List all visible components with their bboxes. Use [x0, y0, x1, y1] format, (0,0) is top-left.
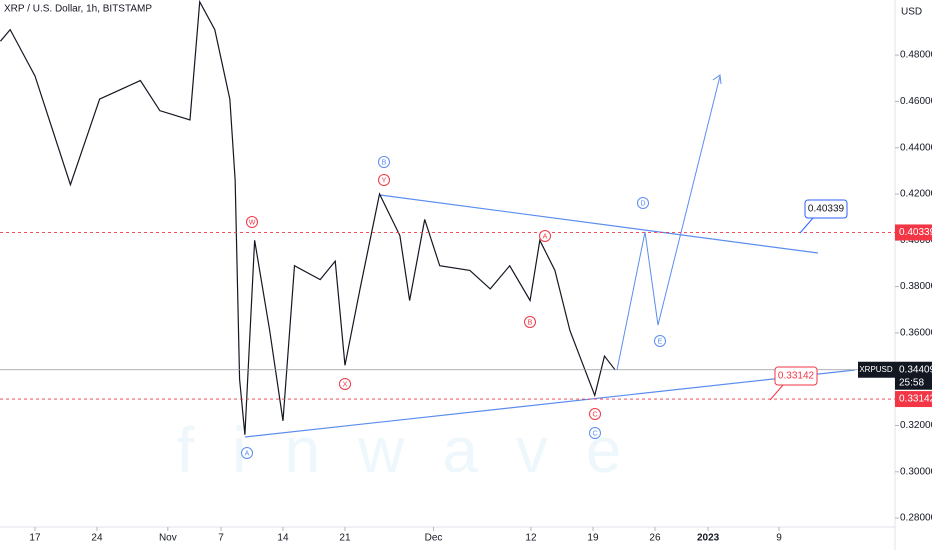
- callout-pointer: [799, 217, 814, 234]
- level-badge: [895, 391, 932, 408]
- wave-circle: [241, 447, 253, 459]
- wave-circle: [589, 427, 601, 439]
- x-tick-label: Nov: [159, 533, 177, 544]
- wave-circle: [539, 230, 551, 242]
- wave-label: C: [592, 411, 597, 418]
- trend-line: [244, 369, 856, 438]
- trend-line: [379, 194, 819, 254]
- callout-box: [804, 199, 848, 219]
- x-tick-label: 9: [776, 533, 782, 544]
- level-axis-label: 0.40339: [899, 227, 932, 238]
- price-label: 0.34409: [899, 364, 932, 375]
- x-tick-label: 19: [587, 533, 599, 544]
- wave-label: D: [640, 200, 645, 207]
- projection: [616, 75, 721, 371]
- y-unit: USD: [901, 7, 922, 18]
- wave-label: W: [249, 219, 256, 226]
- wave-circle: [378, 156, 390, 168]
- x-tick-label: 2023: [697, 533, 720, 544]
- price-line: [0, 0, 616, 435]
- callout-box: [774, 366, 818, 386]
- wave-circle: [339, 378, 351, 390]
- callout-pointer: [769, 384, 784, 401]
- x-tick-label: 7: [218, 533, 224, 544]
- wave-circle: [654, 335, 666, 347]
- wave-label: A: [245, 450, 250, 457]
- x-tick-label: 26: [649, 533, 661, 544]
- x-tick-label: 21: [339, 533, 351, 544]
- wave-circle: [378, 174, 390, 186]
- wave-label: Y: [382, 177, 387, 184]
- wave-label: C: [592, 430, 597, 437]
- wave-label: A: [543, 233, 548, 240]
- x-tick-label: Dec: [425, 533, 443, 544]
- symbol-label: XRPUSD: [859, 365, 893, 374]
- wave-circle: [637, 197, 649, 209]
- wave-label: B: [382, 159, 387, 166]
- wave-circle: [589, 408, 601, 420]
- projection-arrow: [712, 74, 722, 85]
- y-tick-label: 0.28000: [900, 513, 932, 524]
- countdown: 25:58: [899, 377, 924, 388]
- chart-title: XRP / U.S. Dollar, 1h, BITSTAMP: [4, 4, 152, 15]
- level-badge: [895, 224, 932, 241]
- wave-label: X: [343, 381, 348, 388]
- symbol-badge: [858, 361, 895, 378]
- x-tick-label: 14: [277, 533, 289, 544]
- x-tick-label: 17: [29, 533, 41, 544]
- callout-label: 0.40339: [808, 204, 845, 215]
- x-tick-label: 12: [525, 533, 537, 544]
- wave-circle: [524, 316, 536, 328]
- price-badge: [895, 361, 932, 390]
- callout-label: 0.33142: [778, 371, 815, 382]
- x-tick-label: 24: [91, 533, 103, 544]
- level-axis-label: 0.33142: [899, 394, 932, 405]
- wave-circle: [246, 216, 258, 228]
- wave-label: E: [658, 338, 663, 345]
- wave-label: B: [528, 319, 533, 326]
